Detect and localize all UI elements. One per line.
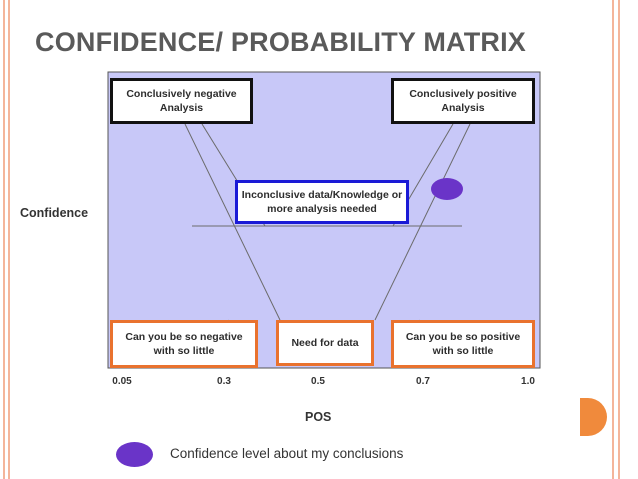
left-border-stripe-inner [8,0,10,479]
box-so-positive: Can you be so positive with so little [391,320,535,368]
x-tick: 0.5 [311,376,325,387]
x-tick: 0.7 [416,376,430,387]
confidence-marker [431,178,463,200]
left-border-stripe [3,0,5,479]
right-border-stripe-inner [618,0,620,479]
x-tick: 0.3 [217,376,231,387]
x-tick: 0.05 [112,376,132,387]
slide-title: CONFIDENCE/ PROBABILITY MATRIX [35,27,527,57]
x-axis-label: POS [305,410,332,424]
right-border-stripe [612,0,614,479]
box-need-for-data: Need for data [276,320,374,366]
y-axis-label: Confidence [20,206,89,220]
x-tick: 1.0 [521,376,535,387]
legend-label: Confidence level about my conclusions [170,446,404,461]
funnel-right-outer [374,123,471,321]
box-conclusively-negative: Conclusively negative Analysis [110,78,253,124]
box-inconclusive-data: Inconclusive data/Knowledge or more anal… [235,180,409,224]
box-conclusively-positive: Conclusively positive Analysis [391,78,535,124]
box-so-negative: Can you be so negative with so little [110,320,258,368]
funnel-left-outer [184,123,281,321]
legend-marker [116,442,153,467]
